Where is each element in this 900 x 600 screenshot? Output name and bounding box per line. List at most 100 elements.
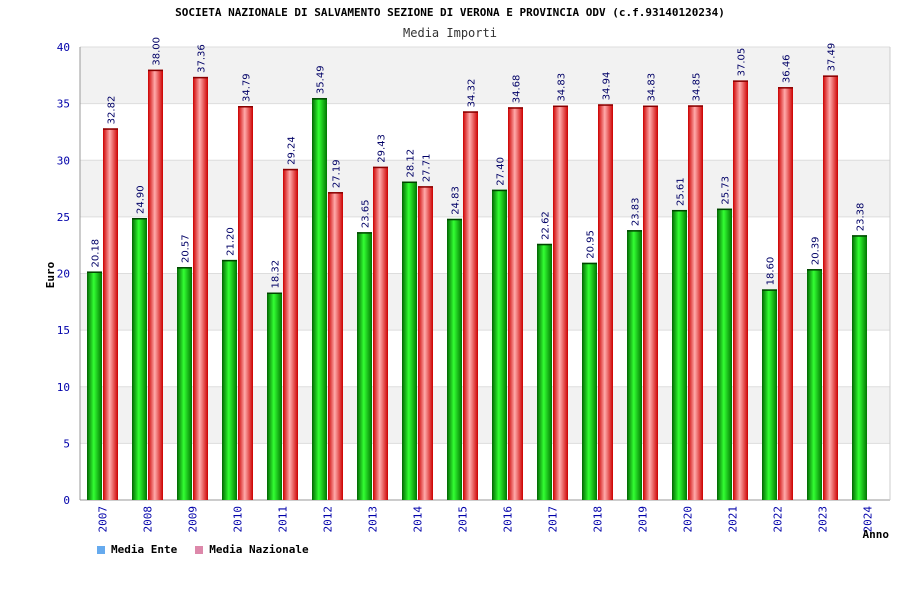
x-tick-label: 2011 xyxy=(277,506,290,533)
bar-top-edge xyxy=(328,192,343,194)
plot-band xyxy=(80,47,890,104)
bar-top-edge xyxy=(463,111,478,113)
bar-value-label: 25.73 xyxy=(721,176,732,205)
bar-top-edge xyxy=(373,166,388,169)
chart-subtitle: Media Importi xyxy=(403,26,497,40)
bar-media-nazionale-2021 xyxy=(733,80,748,500)
bar-top-edge xyxy=(402,181,417,184)
bar-media-ente-2023 xyxy=(807,269,822,500)
bar-value-label: 21.20 xyxy=(226,227,237,256)
bar-media-ente-2024 xyxy=(852,235,867,500)
legend-swatch-media-ente xyxy=(97,545,105,554)
x-tick-label: 2024 xyxy=(862,506,875,533)
bar-media-ente-2017 xyxy=(537,243,552,501)
bar-media-nazionale-2019 xyxy=(643,105,658,501)
bar-media-ente-2008 xyxy=(132,218,147,500)
plot-band xyxy=(80,160,890,217)
x-tick-label: 2020 xyxy=(682,506,695,533)
bar-top-edge xyxy=(492,189,507,192)
bar-value-label: 23.83 xyxy=(631,197,642,226)
legend-item-media-nazionale: Media Nazionale xyxy=(195,543,309,556)
bar-top-edge xyxy=(778,87,793,89)
bar-media-ente-2014 xyxy=(402,181,417,500)
bar-top-edge xyxy=(177,267,192,269)
bar-value-label: 25.61 xyxy=(676,177,687,206)
bar-media-nazionale-2009 xyxy=(193,76,208,500)
bar-media-ente-2013 xyxy=(357,232,372,500)
bar-value-label: 36.46 xyxy=(782,54,793,83)
plot-band xyxy=(80,216,890,274)
bar-top-edge xyxy=(508,107,523,109)
bar-media-ente-2022 xyxy=(762,289,777,500)
bar-top-edge xyxy=(148,69,163,72)
bar-value-label: 20.95 xyxy=(586,230,597,259)
x-tick-label: 2023 xyxy=(817,506,830,533)
bar-top-edge xyxy=(312,98,327,100)
bar-top-edge xyxy=(643,105,658,108)
bar-top-edge xyxy=(87,271,102,273)
x-tick-label: 2019 xyxy=(637,506,650,533)
x-tick-label: 2013 xyxy=(367,506,380,533)
bar-media-nazionale-2017 xyxy=(553,105,568,501)
y-tick-label: 25 xyxy=(57,211,70,224)
plot-band xyxy=(80,443,890,500)
bar-media-ente-2019 xyxy=(627,230,642,500)
x-tick-label: 2015 xyxy=(457,506,470,533)
bar-value-label: 34.32 xyxy=(467,79,478,108)
y-tick-label: 40 xyxy=(57,41,70,54)
bar-top-edge xyxy=(807,269,822,271)
bar-value-label: 24.90 xyxy=(136,185,147,214)
bar-top-edge xyxy=(627,230,642,232)
x-tick-label: 2022 xyxy=(772,506,785,533)
bar-top-edge xyxy=(733,80,748,82)
bar-media-nazionale-2015 xyxy=(463,111,478,501)
bar-media-ente-2012 xyxy=(312,98,327,501)
bar-media-nazionale-2010 xyxy=(238,106,253,501)
legend: Media Ente Media Nazionale xyxy=(97,543,309,556)
legend-label-media-ente: Media Ente xyxy=(111,543,178,556)
bar-media-nazionale-2023 xyxy=(823,75,838,500)
bar-value-label: 37.05 xyxy=(737,48,748,77)
x-axis-label: Anno xyxy=(863,528,890,541)
x-tick-label: 2016 xyxy=(502,506,515,533)
bar-value-label: 28.12 xyxy=(406,149,417,178)
bar-media-ente-2015 xyxy=(447,218,462,501)
bar-media-nazionale-2011 xyxy=(283,168,298,500)
x-tick-label: 2007 xyxy=(97,506,110,533)
bar-top-edge xyxy=(537,243,552,246)
bar-top-edge xyxy=(222,259,237,262)
bar-top-edge xyxy=(598,104,613,106)
bar-top-edge xyxy=(283,168,298,171)
plot-band xyxy=(80,330,890,387)
chart-title: SOCIETA NAZIONALE DI SALVAMENTO SEZIONE … xyxy=(175,6,725,19)
y-tick-label: 20 xyxy=(57,268,70,281)
bar-value-label: 27.40 xyxy=(496,157,507,186)
bar-value-label: 22.62 xyxy=(541,211,552,240)
bar-media-nazionale-2016 xyxy=(508,107,523,501)
bar-media-ente-2011 xyxy=(267,292,282,500)
x-tick-label: 2021 xyxy=(727,506,740,533)
bar-value-label: 37.49 xyxy=(827,43,838,72)
bar-media-nazionale-2012 xyxy=(328,192,343,501)
bar-value-label: 23.38 xyxy=(856,203,867,232)
bar-media-nazionale-2020 xyxy=(688,105,703,500)
x-tick-label: 2008 xyxy=(142,506,155,533)
x-tick-label: 2009 xyxy=(187,506,200,533)
bar-top-edge xyxy=(717,208,732,211)
bar-media-ente-2007 xyxy=(87,271,102,500)
bar-value-label: 20.18 xyxy=(91,239,102,268)
bar-top-edge xyxy=(132,218,147,220)
plot-band xyxy=(80,103,890,161)
x-tick-label: 2012 xyxy=(322,506,335,533)
bar-value-label: 34.94 xyxy=(602,72,613,101)
bar-value-label: 29.43 xyxy=(377,134,388,163)
x-tick-label: 2018 xyxy=(592,506,605,533)
bar-value-label: 20.39 xyxy=(811,236,822,265)
bar-value-label: 34.83 xyxy=(647,73,658,102)
bar-media-nazionale-2008 xyxy=(148,69,163,501)
bar-top-edge xyxy=(823,75,838,77)
bar-value-label: 34.83 xyxy=(557,73,568,102)
plot-band xyxy=(80,273,890,331)
bar-value-label: 24.83 xyxy=(451,186,462,215)
